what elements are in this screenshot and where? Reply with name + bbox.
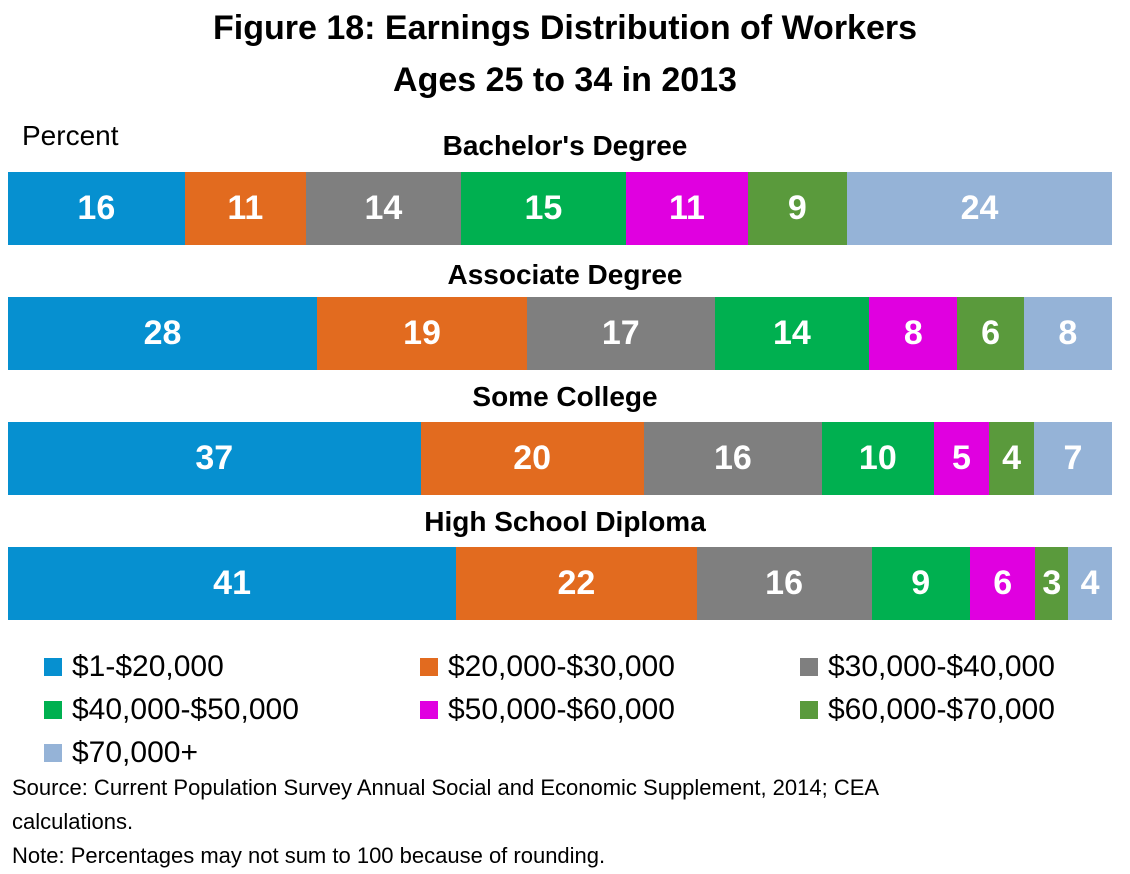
source-line-1: Source: Current Population Survey Annual…: [12, 775, 880, 800]
bar-segment: 4: [1068, 547, 1112, 620]
bar-segment: 9: [871, 547, 970, 620]
category-label-high-school-diploma: High School Diploma: [424, 506, 706, 537]
note-line: Note: Percentages may not sum to 100 bec…: [12, 843, 606, 868]
bar-segment: 16: [8, 172, 185, 245]
bar-segment: 7: [1033, 422, 1112, 495]
legend-item: $70,000+: [44, 731, 420, 774]
bar-segment: 17: [526, 297, 715, 370]
bar-segment: 9: [747, 172, 848, 245]
category-label-associate-degree: Associate Degree: [447, 259, 683, 290]
legend-swatch: [44, 657, 62, 676]
legend-item: $50,000-$60,000: [420, 688, 800, 731]
category-label-bachelor-s-degree: Bachelor's Degree: [442, 130, 688, 161]
bar-segment: 6: [957, 297, 1024, 370]
bar-segment: 28: [8, 297, 318, 370]
bar-segment: 22: [456, 547, 697, 620]
legend-label: $60,000-$70,000: [828, 692, 1055, 726]
legend-swatch: [800, 700, 818, 719]
bar-associate-degree: 28 19 17 14 8 6 8: [8, 297, 1112, 370]
legend-item: $40,000-$50,000: [44, 688, 420, 731]
bar-segment: 11: [626, 172, 748, 245]
bar-segment: 20: [420, 422, 644, 495]
bar-segment: 41: [8, 547, 457, 620]
bar-segment: 37: [8, 422, 421, 495]
legend-label: $40,000-$50,000: [72, 692, 299, 726]
bar-some-college: 37 20 16 10 5 4 7: [8, 422, 1112, 495]
bar-segment: 14: [306, 172, 461, 245]
bar-segment: 16: [696, 547, 872, 620]
legend-swatch: [420, 657, 438, 676]
bar-segment: 6: [969, 547, 1036, 620]
bar-segment: 3: [1035, 547, 1069, 620]
legend: $1-$20,000 $20,000-$30,000 $30,000-$40,000…: [44, 645, 1124, 774]
legend-item: $60,000-$70,000: [800, 688, 1124, 731]
chart-title-line-1: Figure 18: Earnings Distribution of Work…: [212, 9, 918, 47]
bar-segment: 16: [643, 422, 823, 495]
source-line-2: calculations.: [12, 809, 134, 834]
bar-segment: 8: [869, 297, 958, 370]
y-axis-label: Percent: [22, 120, 119, 151]
legend-label: $70,000+: [72, 735, 198, 769]
bar-segment: 19: [317, 297, 527, 370]
legend-label: $1-$20,000: [72, 649, 224, 683]
legend-label: $50,000-$60,000: [448, 692, 675, 726]
bar-high-school-diploma: 41 22 16 9 6 3 4: [8, 547, 1112, 620]
legend-swatch: [420, 700, 438, 719]
category-label-some-college: Some College: [472, 381, 658, 412]
chart-title: Figure 18: Earnings Distribution of Work…: [0, 2, 1130, 106]
legend-item: $30,000-$40,000: [800, 645, 1124, 688]
legend-label: $20,000-$30,000: [448, 649, 675, 683]
legend-item: $1-$20,000: [44, 645, 420, 688]
bar-segment: 4: [989, 422, 1034, 495]
legend-swatch: [44, 743, 62, 762]
bar-segment: 14: [714, 297, 870, 370]
chart-title-line-2: Ages 25 to 34 in 2013: [393, 61, 737, 99]
legend-item: $20,000-$30,000: [420, 645, 800, 688]
legend-swatch: [800, 657, 818, 676]
bar-segment: 8: [1023, 297, 1112, 370]
bar-segment: 15: [460, 172, 627, 245]
bar-segment: 10: [822, 422, 934, 495]
legend-label: $30,000-$40,000: [828, 649, 1055, 683]
bar-segment: 11: [184, 172, 307, 245]
bar-segment: 24: [847, 172, 1112, 245]
bar-bachelor-s-degree: 16 11 14 15 11 9 24: [8, 172, 1112, 245]
legend-swatch: [44, 700, 62, 719]
source-note: Source: Current Population Survey Annual…: [12, 771, 1112, 873]
bar-segment: 5: [933, 422, 990, 495]
